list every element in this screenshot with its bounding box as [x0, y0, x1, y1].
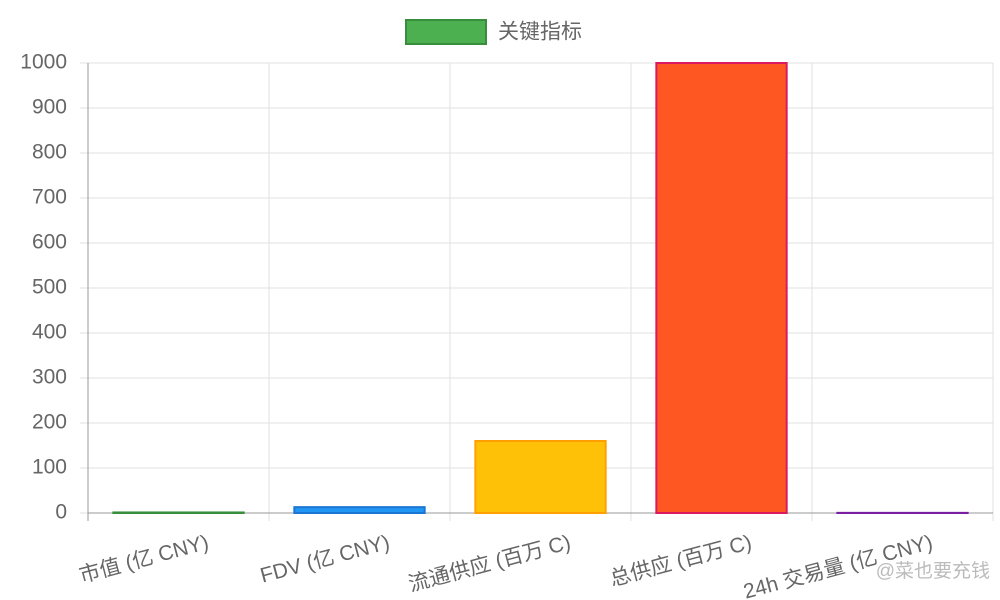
x-tick-label: 总供应 (百万 C): [607, 531, 754, 591]
bar: [293, 506, 426, 514]
y-tick-label: 900: [32, 96, 67, 119]
x-tick-label: 市值 (亿 CNY): [77, 531, 211, 588]
y-tick-label: 0: [55, 501, 67, 524]
legend-label[interactable]: 关键指标: [498, 21, 582, 44]
bar: [474, 440, 607, 514]
y-tick-label: 600: [32, 231, 67, 254]
y-tick-label: 200: [32, 411, 67, 434]
x-tick-label: FDV (亿 CNY): [258, 531, 392, 588]
legend-swatch[interactable]: [405, 19, 487, 45]
y-tick-label: 800: [32, 141, 67, 164]
y-tick-label: 1000: [20, 51, 67, 74]
x-tick-label: 流通供应 (百万 C): [406, 531, 573, 596]
y-tick-label: 700: [32, 186, 67, 209]
bar: [655, 62, 788, 514]
y-tick-label: 300: [32, 366, 67, 389]
y-tick-label: 400: [32, 321, 67, 344]
watermark: @菜也要充钱: [876, 560, 990, 582]
y-tick-label: 100: [32, 456, 67, 479]
bar: [112, 511, 245, 515]
y-tick-label: 500: [32, 276, 67, 299]
